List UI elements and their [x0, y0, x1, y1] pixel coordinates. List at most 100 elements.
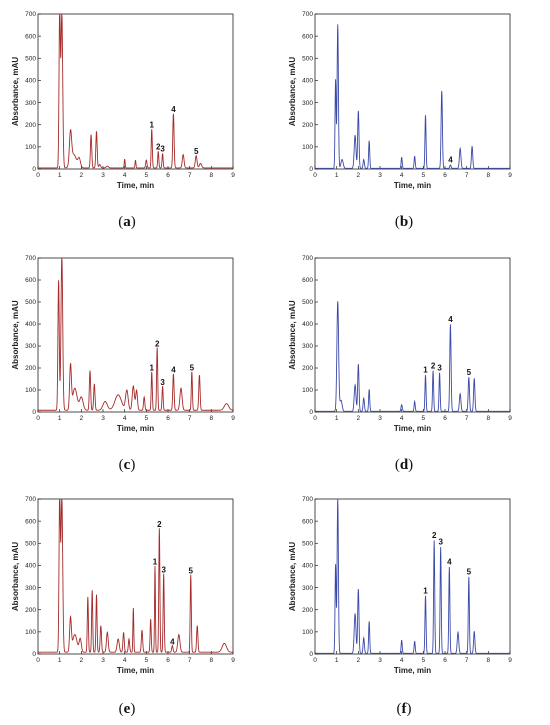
peak-label: 2 [156, 142, 161, 151]
y-tick-label: 0 [309, 166, 313, 173]
x-tick-label: 8 [487, 657, 491, 664]
x-tick-label: 4 [123, 172, 127, 179]
x-tick-label: 8 [210, 657, 214, 664]
y-tick-label: 500 [302, 540, 313, 547]
x-tick-label: 3 [101, 172, 105, 179]
peak-label: 2 [155, 339, 160, 348]
x-tick-label: 1 [335, 172, 339, 179]
y-tick-label: 500 [302, 299, 313, 306]
y-tick-label: 100 [25, 387, 36, 394]
peak-label: 3 [160, 145, 165, 154]
y-tick-label: 600 [302, 33, 313, 40]
peak-label: 1 [150, 120, 155, 129]
y-tick-label: 700 [25, 11, 36, 18]
peak-label: 4 [447, 558, 452, 567]
y-tick-label: 300 [302, 585, 313, 592]
x-tick-label: 5 [145, 657, 149, 664]
y-tick-label: 500 [302, 55, 313, 62]
x-tick-label: 8 [487, 415, 491, 422]
y-tick-label: 300 [25, 343, 36, 350]
peak-label: 5 [194, 147, 199, 156]
x-tick-label: 2 [80, 415, 84, 422]
y-tick-label: 400 [302, 563, 313, 570]
y-tick-label: 700 [302, 255, 313, 262]
peak-label: 5 [190, 364, 195, 373]
x-axis-label: Time, min [394, 181, 431, 190]
x-tick-label: 9 [508, 415, 512, 422]
panel-caption: (d) [395, 457, 413, 473]
panel-caption: (a) [118, 214, 136, 230]
x-tick-label: 6 [443, 657, 447, 664]
x-tick-label: 4 [400, 657, 404, 664]
x-tick-label: 2 [80, 657, 84, 664]
y-tick-label: 400 [25, 563, 36, 570]
peak-label: 3 [161, 565, 166, 574]
plot-frame [314, 257, 511, 413]
caption-letter: d [400, 457, 409, 473]
y-tick-label: 600 [25, 33, 36, 40]
y-tick-label: 700 [302, 496, 313, 503]
peak-label: 3 [160, 378, 165, 387]
x-tick-label: 6 [166, 415, 170, 422]
x-tick-label: 7 [188, 172, 192, 179]
x-tick-label: 8 [487, 172, 491, 179]
y-tick-label: 100 [302, 387, 313, 394]
chromatogram-trace [315, 24, 510, 169]
x-tick-label: 7 [188, 415, 192, 422]
y-tick-label: 300 [25, 100, 36, 107]
y-tick-label: 200 [302, 607, 313, 614]
chromatogram-trace [38, 14, 233, 169]
caption-close-paren: ) [130, 457, 135, 473]
peak-label: 5 [189, 567, 194, 576]
x-tick-label: 5 [422, 172, 426, 179]
caption-letter: a [123, 214, 131, 230]
panel-caption: (f) [397, 701, 412, 717]
y-tick-label: 200 [25, 122, 36, 129]
x-tick-label: 7 [465, 415, 469, 422]
caption-letter: c [124, 457, 131, 473]
y-tick-label: 100 [25, 144, 36, 151]
chart-panel-b: 0 1 2 3 4 5 6 7 8 9 0 100 200 300 400 500 600 700 Time, mi… [288, 11, 512, 230]
x-tick-label: 6 [166, 657, 170, 664]
y-tick-label: 100 [302, 144, 313, 151]
y-tick-label: 0 [32, 409, 36, 416]
x-tick-label: 7 [465, 657, 469, 664]
peak-label: 2 [157, 520, 162, 529]
x-tick-label: 4 [123, 415, 127, 422]
x-tick-label: 5 [145, 172, 149, 179]
x-tick-label: 1 [335, 415, 339, 422]
y-tick-label: 300 [302, 343, 313, 350]
peak-label: 4 [448, 156, 453, 165]
y-axis-label: Absorbance, mAU [11, 542, 20, 612]
y-axis-label: Absorbance, mAU [288, 542, 297, 612]
x-axis-label: Time, min [117, 181, 154, 190]
panel-caption: (e) [119, 701, 136, 717]
chromatogram-trace [38, 258, 233, 411]
chromatogram-trace [315, 499, 510, 654]
peak-label: 4 [170, 637, 175, 646]
caption-close-paren: ) [408, 214, 413, 230]
peak-label: 2 [432, 531, 437, 540]
x-tick-label: 8 [210, 172, 214, 179]
plot-frame [314, 13, 511, 170]
caption-letter: e [124, 701, 131, 717]
x-tick-label: 2 [357, 415, 361, 422]
y-tick-label: 300 [302, 100, 313, 107]
x-tick-label: 3 [378, 172, 382, 179]
peak-label: 2 [431, 361, 436, 370]
chart-panel-e: 0 1 2 3 4 5 6 7 8 9 0 100 200 300 400 500 600 700 Time, mi… [11, 496, 235, 717]
x-tick-label: 7 [188, 657, 192, 664]
x-tick-label: 9 [231, 172, 235, 179]
x-axis-label: Time, min [394, 424, 431, 433]
caption-letter: f [402, 701, 408, 717]
y-tick-label: 0 [309, 409, 313, 416]
y-tick-label: 200 [302, 122, 313, 129]
panel-caption: (b) [395, 214, 413, 230]
x-tick-label: 4 [400, 172, 404, 179]
peak-label: 1 [423, 586, 428, 595]
y-tick-label: 400 [25, 78, 36, 85]
caption-close-paren: ) [407, 701, 412, 717]
x-tick-label: 3 [378, 415, 382, 422]
